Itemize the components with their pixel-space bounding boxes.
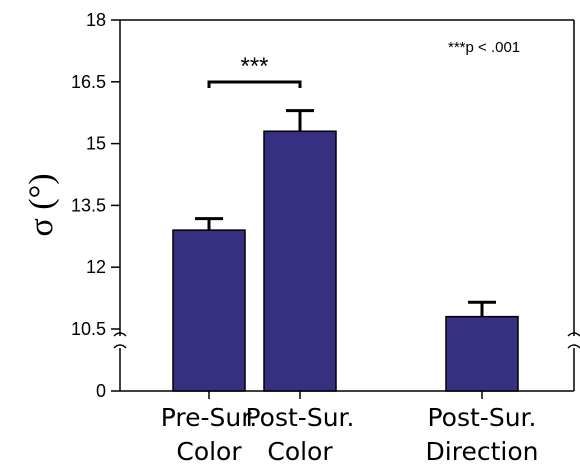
y-tick-label: 18 [86, 10, 106, 30]
category-label: Direction [426, 437, 539, 464]
y-tick-label: 10.5 [71, 319, 106, 339]
right-break-mark-bottom [567, 344, 580, 349]
bar [172, 229, 246, 392]
category-label: Color [176, 437, 242, 464]
y-tick-label: 0 [96, 381, 106, 401]
significance-marker: *** [207, 53, 302, 88]
left-break-mark-top [113, 332, 127, 337]
category-label: Post-Sur. [428, 403, 537, 432]
category-label: Post-Sur. [246, 403, 355, 432]
significance-note: ***p < .001 [448, 39, 520, 56]
y-tick-label: 13.5 [71, 195, 106, 215]
right-break-mark-top [567, 332, 580, 337]
category-label: Pre-Sur. [161, 403, 257, 432]
significance-stars: *** [240, 53, 268, 80]
error-bars-group [195, 109, 496, 317]
bar [445, 315, 519, 392]
y-tick-label: 15 [86, 134, 106, 154]
bar [263, 130, 337, 392]
y-tick-label: 16.5 [71, 72, 106, 92]
significance-bracket [207, 80, 302, 88]
y-tick-label: 12 [86, 257, 106, 277]
category-label: Color [267, 437, 333, 464]
bars-group [172, 130, 519, 392]
category-labels: Pre-Sur.ColorPost-Sur.ColorPost-Sur.Dire… [161, 403, 539, 464]
left-break-mark-bottom [113, 344, 127, 349]
y-tick-labels: 0 10.5 12 13.5 15 16.5 18 [71, 10, 120, 401]
y-axis-label: σ (°) [23, 173, 60, 236]
